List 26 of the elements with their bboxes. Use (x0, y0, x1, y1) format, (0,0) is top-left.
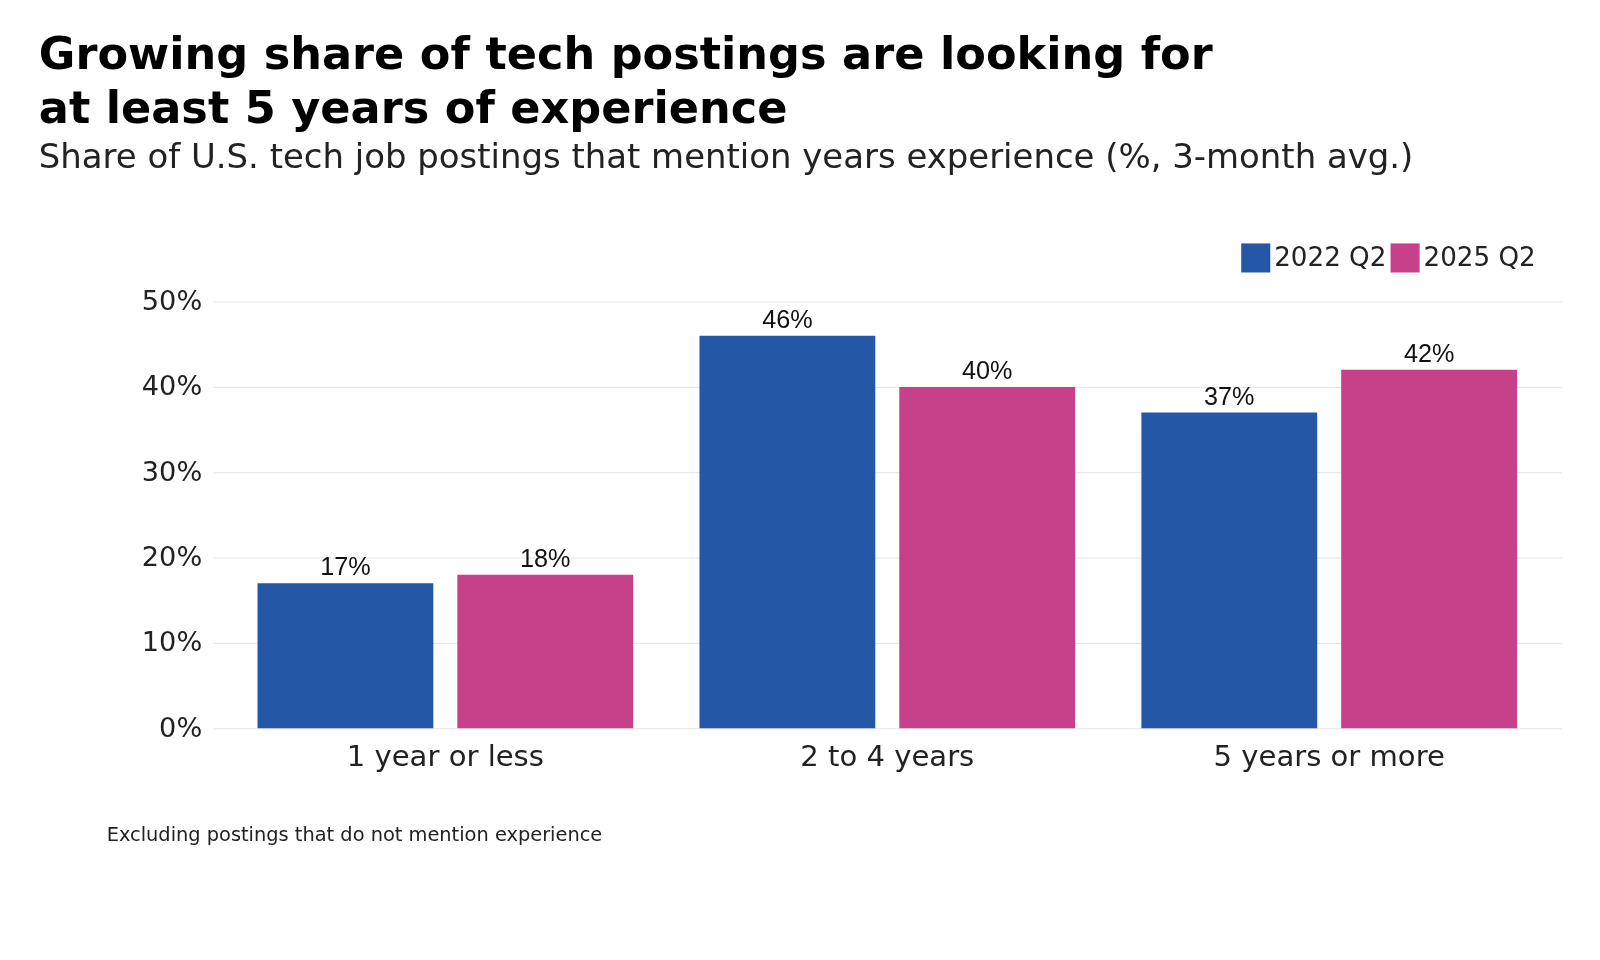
y-tick-label: 20% (141, 540, 203, 572)
y-tick-label: 40% (141, 370, 203, 402)
chart-title: Growing share of tech postings are looking for at least 5 years of experience (38, 27, 1213, 135)
y-tick-label: 30% (141, 455, 203, 487)
bar (1141, 412, 1318, 729)
x-tick-label: 2 to 4 years (800, 738, 975, 773)
data-label: 46% (762, 304, 813, 333)
bar (457, 574, 634, 729)
text: Excluding postings that do not mention experience (106, 822, 603, 846)
data-label: 37% (1204, 381, 1255, 410)
data-label: 17% (320, 552, 371, 581)
chart-subtitle: Share of U.S. tech job postings that mention years experience (%, 3-month avg.) (38, 136, 1414, 176)
x-tick-label: 5 years or more (1213, 738, 1445, 773)
bar (1341, 369, 1518, 729)
bar (699, 335, 876, 729)
y-tick-label: 0% (159, 711, 203, 743)
bar (899, 386, 1076, 729)
bar (257, 583, 434, 729)
legend-label: 2022 Q2 (1274, 241, 1387, 272)
x-tick-label: 1 year or less (346, 738, 544, 773)
data-label: 40% (961, 356, 1013, 385)
data-label: 42% (1403, 339, 1455, 368)
data-label: 18% (520, 543, 571, 572)
y-tick-label: 10% (141, 626, 203, 658)
y-tick-label: 50% (141, 284, 203, 316)
legend-label: 2025 Q2 (1423, 241, 1536, 272)
